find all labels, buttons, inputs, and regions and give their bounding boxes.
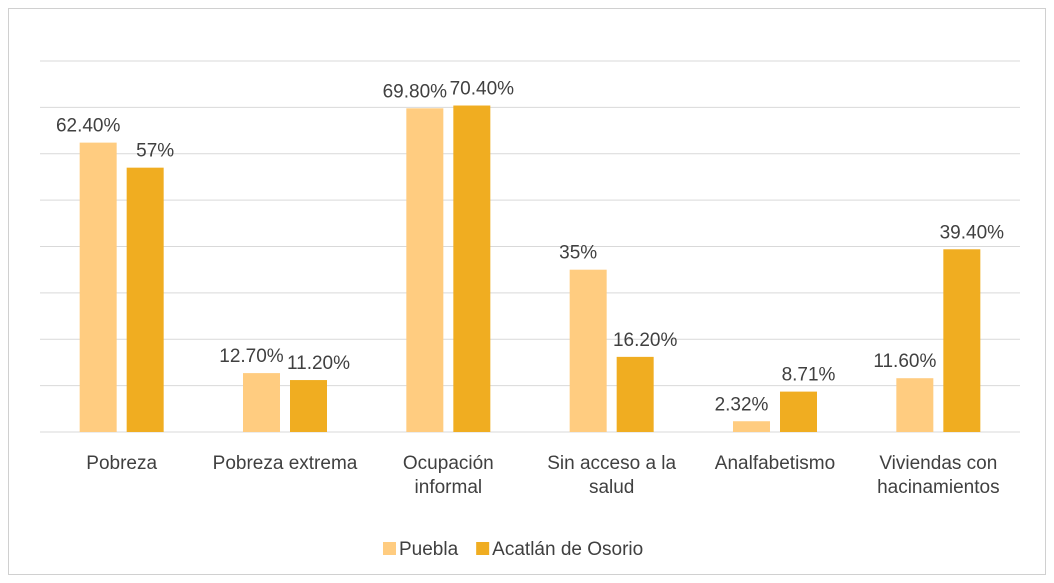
bar — [243, 373, 280, 432]
data-label: 39.40% — [940, 222, 1005, 243]
x-tick-label: Ocupación informal — [402, 453, 494, 498]
data-label: 69.80% — [383, 81, 448, 102]
data-label: 8.71% — [782, 365, 836, 386]
data-label: 70.40% — [450, 79, 515, 100]
legend-swatch — [476, 542, 490, 555]
legend-label: Puebla — [399, 539, 459, 560]
x-tick-label: Analfabetismo — [714, 453, 836, 474]
bar — [780, 391, 817, 432]
bar — [733, 421, 770, 432]
data-label: 16.20% — [613, 330, 678, 351]
data-label: 57% — [136, 141, 174, 162]
chart-border — [8, 8, 1046, 575]
bar — [453, 105, 491, 433]
bar — [616, 356, 654, 432]
x-tick-label: Pobreza — [86, 453, 158, 474]
legend-swatch — [383, 542, 396, 555]
bar — [79, 142, 117, 432]
bar — [896, 378, 934, 432]
data-label: 35% — [559, 243, 597, 264]
data-label: 2.32% — [715, 394, 769, 415]
data-label: 12.70% — [219, 346, 284, 367]
bar — [126, 167, 164, 432]
bar — [290, 380, 327, 432]
bar — [569, 269, 607, 432]
data-label: 11.60% — [873, 351, 936, 372]
x-tick-label: Pobreza extrema — [212, 453, 358, 474]
x-tick-label: Viviendas con hacinamientos — [877, 453, 1000, 498]
x-tick-label: Sin acceso a la salud — [547, 453, 677, 498]
data-label: 62.40% — [56, 116, 121, 137]
legend-label: Acatlán de Osorio — [492, 539, 643, 560]
data-label: 11.20% — [287, 353, 350, 374]
bar — [943, 249, 981, 432]
bar — [406, 108, 444, 433]
